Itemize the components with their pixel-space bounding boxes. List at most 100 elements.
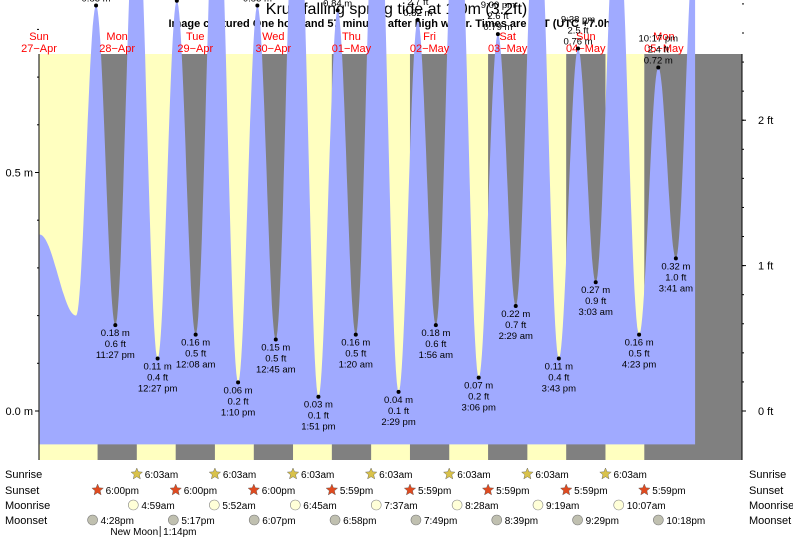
tide-height-ft: 0.6 ft [105, 339, 126, 350]
sunrise-star-icon [599, 467, 612, 480]
sunset-star-icon [91, 483, 104, 496]
sunset-event: 5:59pm [560, 483, 608, 497]
sunset-event: 6:00pm [247, 483, 295, 497]
tide-height-m: 0.11 m [143, 362, 171, 373]
day-of-week: Sun [576, 31, 596, 43]
sunset-event: 6:00pm [91, 483, 139, 497]
tide-time: 9:00 pm [481, 0, 515, 11]
tide-point [353, 332, 358, 337]
moonset-time: 5:17pm [181, 516, 214, 527]
day-of-week: Tue [186, 31, 205, 43]
sunset-row-label-left: Sunset [5, 485, 39, 497]
tide-time: 3:03 am [579, 307, 613, 318]
sunrise-row-label-left: Sunrise [5, 469, 42, 481]
high-tide-marker: 9:00 pm2.6 ft0.79 m [481, 0, 515, 37]
low-tide-marker: 0.07 m0.2 ft3:06 pm [462, 375, 496, 414]
sunrise-event: 6:03am [521, 467, 569, 481]
sunset-star-icon [481, 483, 495, 496]
tide-time: 9:38 pm [561, 14, 595, 25]
moonrise-event: 6:45am [290, 499, 337, 512]
tide-point [174, 0, 179, 3]
tide-point [415, 17, 420, 22]
tide-height-ft: 0.2 ft [468, 392, 489, 403]
moonset-icon [329, 514, 341, 526]
sunset-time: 6:00pm [184, 486, 217, 497]
moonset-row-label-left: Moonset [5, 515, 47, 527]
high-tide-marker: 5:32 pm2.8 ft0.85 m [82, 0, 111, 8]
high-tide-marker: 8:23 pm2.7 ft0.82 m [403, 0, 432, 22]
tide-point [656, 65, 661, 70]
moonset-icon [572, 514, 583, 526]
tide-height-m: 0.79 m [483, 22, 512, 33]
moonset-time: 7:49pm [424, 516, 457, 527]
tide-time: 2:29 am [499, 331, 533, 342]
tide-height-ft: 2.4 ft [648, 45, 669, 56]
tide-height-m: 0.18 m [421, 328, 450, 339]
moonrise-icon [128, 499, 139, 511]
moonrise-time: 9:19am [546, 501, 579, 512]
tide-height-ft: 0.5 ft [185, 349, 206, 360]
tide-point [335, 8, 340, 13]
moonrise-time: 10:07am [627, 501, 666, 512]
moonset-icon [248, 514, 260, 526]
high-tide-marker: 10:17 pm2.4 ft0.72 m [638, 34, 678, 70]
moonrise-row-label-left: Moonrise [5, 500, 50, 512]
tide-height-m: 0.15 m [261, 342, 290, 353]
tide-height-m: 0.27 m [581, 285, 610, 296]
tide-height-ft: 0.1 ft [388, 406, 409, 417]
sunset-event: 5:59pm [325, 483, 373, 497]
sunrise-event: 6:03am [599, 467, 647, 481]
tide-height-m: 0.03 m [304, 400, 333, 411]
sunset-time: 6:00pm [262, 486, 295, 497]
tide-height-m: 0.85 m [243, 0, 272, 5]
sunrise-time: 6:03am [535, 470, 568, 481]
sunset-star-icon [325, 483, 339, 496]
low-tide-marker: 0.04 m0.1 ft2:29 pm [381, 389, 416, 428]
low-tide-marker: 0.11 m0.4 ft3:43 pm [542, 356, 576, 395]
moonrise-icon [290, 499, 301, 511]
tide-height-ft: 0.1 ft [308, 411, 329, 422]
moonrise-row-label-right: Moonrise [749, 500, 793, 512]
tide-point [495, 32, 500, 37]
tide-height-m: 0.18 m [101, 328, 130, 339]
tide-height-m: 0.06 m [224, 385, 253, 396]
low-tide-marker: 0.16 m0.5 ft4:23 pm [622, 332, 656, 371]
sunset-star-icon [638, 483, 651, 496]
new-moon-marker: New Moon 1:14pm [110, 526, 197, 538]
sunset-event: 6:00pm [169, 483, 217, 497]
moonrise-icon [613, 499, 625, 511]
moonrise-time: 4:59am [141, 501, 174, 512]
moonrise-icon [451, 499, 463, 511]
sunset-star-icon [560, 483, 573, 496]
chart-subtitle: Image captured One hour and 57 minutes a… [168, 18, 625, 30]
left-tick-label: 0.0 m [5, 406, 33, 418]
tide-point [476, 375, 481, 380]
day-date: 29−Apr [177, 43, 213, 55]
tide-point [155, 356, 160, 361]
tide-time: 3:43 pm [542, 384, 576, 395]
sunrise-time: 6:03am [301, 470, 334, 481]
sunset-event: 5:59pm [481, 483, 529, 497]
sun-moon-events: Sunrise Sunrise 6:03am 6:03am 6:03am 6:03am 6:… [5, 467, 793, 538]
sunrise-time: 6:03am [145, 470, 178, 481]
day-date: 28−Apr [99, 43, 135, 55]
low-tide-marker: 0.22 m0.7 ft2:29 am [499, 304, 533, 342]
tide-point [94, 3, 99, 8]
tide-height-ft: 0.2 ft [228, 396, 249, 407]
tide-time: 3:41 am [659, 283, 693, 294]
sunset-time: 5:59pm [340, 486, 373, 497]
tide-height-m: 0.32 m [661, 261, 690, 272]
low-tide-marker: 0.32 m1.0 ft3:41 am [659, 256, 693, 294]
tide-point [113, 323, 118, 328]
moonset-time: 10:18pm [666, 516, 705, 527]
tide-height-m: 0.16 m [181, 338, 210, 349]
sunrise-event: 6:03am [286, 467, 334, 481]
new-moon-label: New Moon [110, 527, 158, 538]
